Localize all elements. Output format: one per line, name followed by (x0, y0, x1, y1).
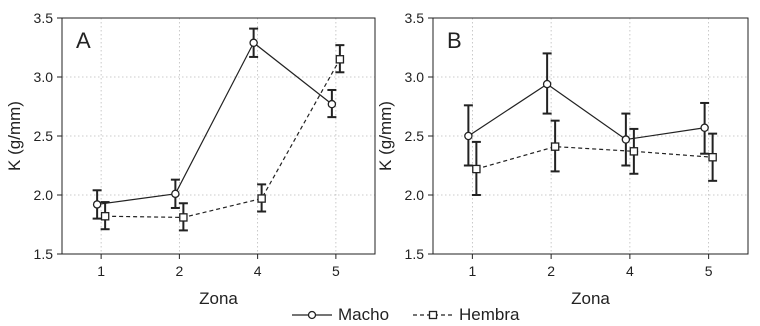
y-tick-label: 3.0 (405, 69, 425, 85)
y-axis-title: K (g/mm) (5, 101, 24, 171)
data-point (464, 131, 473, 141)
data-point (179, 213, 188, 222)
data-point (171, 189, 180, 199)
legend-label-hembra: Hembra (459, 305, 520, 324)
series-hembra (100, 44, 345, 232)
x-axis-title: Zona (571, 289, 610, 308)
y-tick-label: 2.5 (34, 128, 54, 144)
panel-label: B (447, 28, 462, 53)
legend-label-macho: Macho (338, 305, 390, 324)
legend: Macho Hembra (290, 305, 520, 325)
y-tick-label: 3.5 (405, 10, 425, 26)
series-line (476, 146, 713, 170)
data-point (700, 123, 709, 132)
series-line (105, 59, 341, 219)
data-point (708, 152, 717, 162)
x-tick-label: 2 (175, 263, 183, 279)
y-tick-label: 2.0 (34, 187, 54, 203)
series-line (468, 83, 705, 141)
legend-swatch-hembra (413, 310, 454, 320)
series-line (97, 41, 333, 206)
data-point (92, 200, 102, 209)
data-point (335, 55, 345, 64)
x-tick-label: 2 (547, 263, 555, 279)
data-point (542, 79, 552, 89)
legend-swatch-macho (292, 310, 332, 320)
series-hembra (471, 119, 718, 196)
x-tick-label: 4 (254, 263, 262, 279)
y-tick-label: 3.0 (34, 69, 54, 85)
x-tick-label: 1 (97, 263, 105, 279)
data-point (257, 194, 266, 203)
y-tick-label: 3.5 (34, 10, 54, 26)
panel-label: A (76, 28, 91, 53)
x-axis-title: Zona (199, 289, 238, 308)
chart-panel-b: 1.5 2.0 2.5 3.0 3.5 1 2 4 5 Zona K (g/mm) B (376, 10, 749, 308)
chart-panel-a: 1.5 2.0 2.5 3.0 3.5 1 2 4 5 Zona K (g/mm) A (5, 10, 376, 308)
y-tick-label: 1.5 (405, 246, 425, 262)
x-tick-label: 5 (332, 263, 340, 279)
x-tick-label: 4 (626, 263, 634, 279)
y-tick-label: 2.0 (405, 187, 425, 203)
legend-item-hembra: Hembra (411, 305, 520, 325)
y-axis-title: K (g/mm) (376, 101, 395, 171)
data-point (472, 164, 481, 174)
x-tick-label: 1 (468, 263, 476, 279)
x-tick-label: 5 (705, 263, 713, 279)
data-point (249, 38, 258, 48)
series-macho (463, 52, 710, 167)
data-point (550, 142, 560, 151)
data-point (100, 211, 110, 221)
legend-item-macho: Macho (290, 305, 389, 325)
series-macho (92, 27, 337, 220)
y-tick-label: 1.5 (34, 246, 54, 262)
data-point (327, 99, 337, 109)
y-tick-label: 2.5 (405, 128, 425, 144)
data-point (621, 135, 631, 144)
data-point (629, 147, 639, 156)
